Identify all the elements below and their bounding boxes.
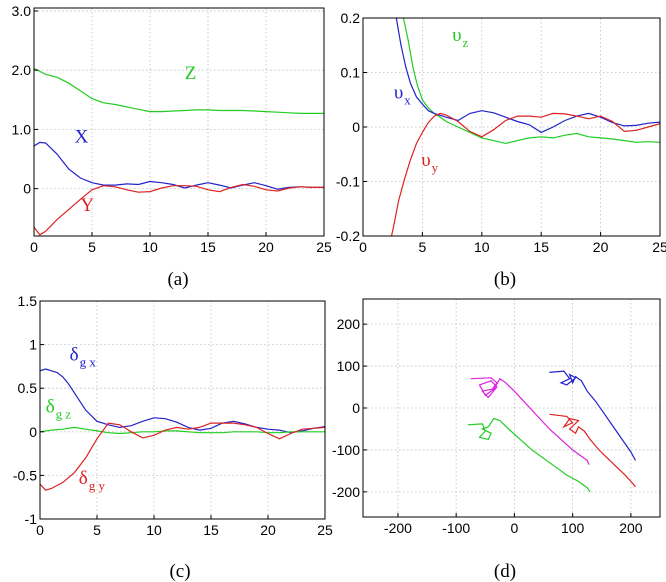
y-tick-label: 3.0: [12, 3, 32, 19]
series-line-Y: [34, 183, 324, 236]
y-tick-label: -0.1: [336, 174, 360, 190]
series-line-δgz: [40, 426, 325, 435]
x-tick-label: 15: [533, 239, 549, 255]
x-tick-label: 20: [260, 522, 276, 538]
y-tick-label: -200: [332, 484, 360, 500]
series-line-δgy: [40, 422, 325, 491]
chart-panel-4: -200 -100 0 100 200 -200 -100 0 100 200 (d): [332, 298, 661, 582]
series-line-υy: [390, 112, 660, 236]
y-tick-label: 0.5: [18, 380, 38, 396]
x-tick-label: 25: [316, 239, 332, 255]
chart-panel-1: 0 5 10 15 20 25 0 1.0 2.0 3.0 Z X Y (a): [12, 3, 332, 290]
plot-area: [40, 301, 325, 519]
annotation-subscript: z: [463, 35, 469, 50]
series-line-υz: [402, 18, 660, 145]
x-tick-label: 100: [561, 520, 585, 536]
annotation-subscript: x: [404, 93, 411, 108]
series-annotation: Z: [185, 63, 197, 84]
panel-caption: (b): [494, 269, 516, 290]
annotation-subscript: g z: [56, 407, 72, 422]
y-tick-label: 0: [352, 119, 360, 135]
panel-caption: (a): [167, 269, 188, 290]
series-line-X: [34, 141, 324, 190]
y-tick-label: 0: [29, 424, 37, 440]
y-tick-label: -1: [25, 511, 38, 527]
x-tick-label: -200: [384, 520, 412, 536]
y-tick-label: -0.2: [336, 228, 360, 244]
x-tick-label: 0: [36, 522, 44, 538]
annotation-subscript: g x: [80, 354, 97, 369]
panel-caption: (c): [169, 561, 190, 582]
x-tick-label: 0: [511, 520, 519, 536]
series-line-υx: [395, 18, 660, 134]
x-tick-label: 5: [88, 239, 96, 255]
y-tick-label: 1.0: [12, 121, 32, 137]
y-tick-label: 0: [23, 181, 31, 197]
x-tick-label: 10: [146, 522, 162, 538]
x-tick-label: 200: [619, 520, 643, 536]
x-tick-label: -100: [442, 520, 470, 536]
x-tick-label: 10: [474, 239, 490, 255]
series-line-4-4: [467, 417, 591, 493]
x-tick-label: 0: [30, 239, 38, 255]
y-tick-label: 200: [337, 316, 361, 332]
x-tick-label: 20: [593, 239, 609, 255]
y-tick-label: 1.5: [18, 293, 38, 309]
panel-caption: (d): [494, 561, 516, 582]
y-tick-label: 0.2: [341, 10, 361, 26]
series-line-δgx: [40, 368, 325, 434]
y-tick-label: 0.1: [341, 65, 361, 81]
y-tick-label: 2.0: [12, 62, 32, 78]
series-annotation: X: [75, 126, 89, 147]
x-tick-label: 5: [93, 522, 101, 538]
x-tick-label: 25: [652, 239, 666, 255]
x-tick-label: 15: [203, 522, 219, 538]
series-line-4-2: [549, 370, 637, 461]
x-tick-label: 20: [258, 239, 274, 255]
series-line-4-1: [470, 377, 590, 465]
y-tick-label: 1: [29, 337, 37, 353]
y-tick-label: 0: [352, 400, 360, 416]
axes-frame: [33, 7, 325, 237]
y-tick-label: 100: [337, 358, 361, 374]
x-tick-label: 0: [359, 239, 367, 255]
series-line-4-3: [549, 413, 636, 488]
series-line-Z: [34, 67, 324, 115]
annotation-subscript: y: [432, 160, 439, 175]
y-tick-label: -0.5: [13, 467, 37, 483]
series-annotation: Y: [80, 195, 94, 216]
x-tick-label: 10: [142, 239, 158, 255]
x-tick-label: 15: [200, 239, 216, 255]
annotation-subscript: g y: [89, 478, 106, 493]
axes-frame: [39, 300, 326, 520]
x-tick-label: 5: [419, 239, 427, 255]
chart-panel-3: 0 5 10 15 20 25-1-0.500.511.5δg xδg zδg y(c): [13, 293, 333, 582]
x-tick-label: 25: [317, 522, 333, 538]
y-tick-label: -100: [332, 442, 360, 458]
